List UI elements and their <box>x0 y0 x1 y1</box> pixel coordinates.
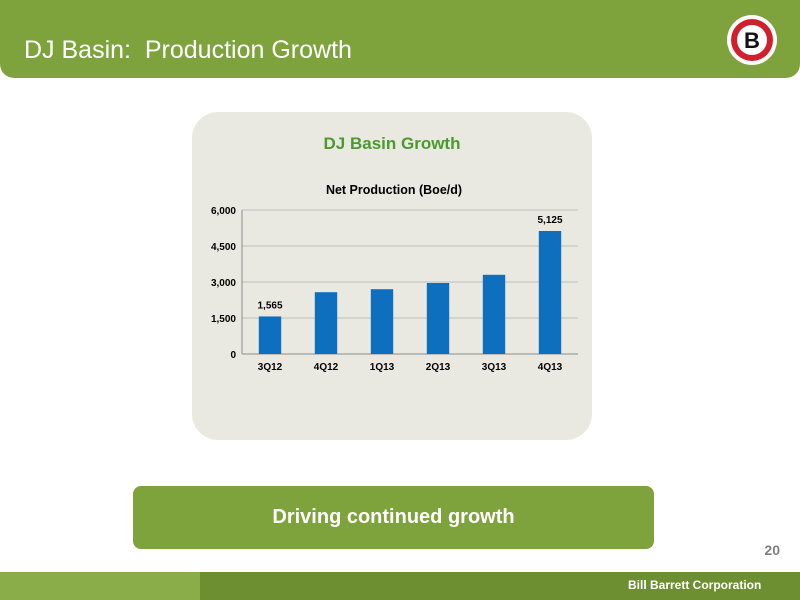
x-tick-label: 4Q12 <box>314 362 339 373</box>
banner-text: Driving continued growth <box>272 506 515 528</box>
bar-2q13 <box>426 282 450 354</box>
company-name: Bill Barrett Corporation <box>628 578 762 592</box>
data-label: 5,125 <box>537 215 562 226</box>
y-tick-label: 1,500 <box>211 314 236 325</box>
bar-3q12 <box>258 316 282 354</box>
bar-chart: Net Production (Boe/d) 0 1,500 3,000 4,500 6… <box>211 183 578 373</box>
bar-4q12 <box>314 292 338 354</box>
page-title: DJ Basin: Production Growth <box>24 36 352 64</box>
x-tick-label: 4Q13 <box>538 362 563 373</box>
logo-letter: B <box>744 28 760 53</box>
footer-bar-left <box>0 572 200 600</box>
chart-panel <box>192 112 592 440</box>
bar-1q13 <box>370 289 394 354</box>
data-label: 1,565 <box>257 300 282 311</box>
x-tick-label: 1Q13 <box>370 362 395 373</box>
y-tick-label: 3,000 <box>211 278 236 289</box>
chart-heading: DJ Basin Growth <box>323 134 461 153</box>
company-logo-icon: B <box>727 15 777 65</box>
y-tick-label: 0 <box>230 350 236 361</box>
y-tick-label: 4,500 <box>211 242 236 253</box>
title-bar: DJ Basin: Production Growth B <box>0 0 800 78</box>
chart-title: Net Production (Boe/d) <box>326 183 462 197</box>
x-tick-label: 3Q12 <box>258 362 283 373</box>
footer-bar-right <box>200 572 800 600</box>
message-banner: Driving continued growth <box>133 486 654 549</box>
page-number: 20 <box>764 542 780 558</box>
x-tick-label: 3Q13 <box>482 362 507 373</box>
bar-4q13 <box>538 231 562 354</box>
x-tick-label: 2Q13 <box>426 362 451 373</box>
y-tick-label: 6,000 <box>211 206 236 217</box>
bar-3q13 <box>482 274 506 354</box>
